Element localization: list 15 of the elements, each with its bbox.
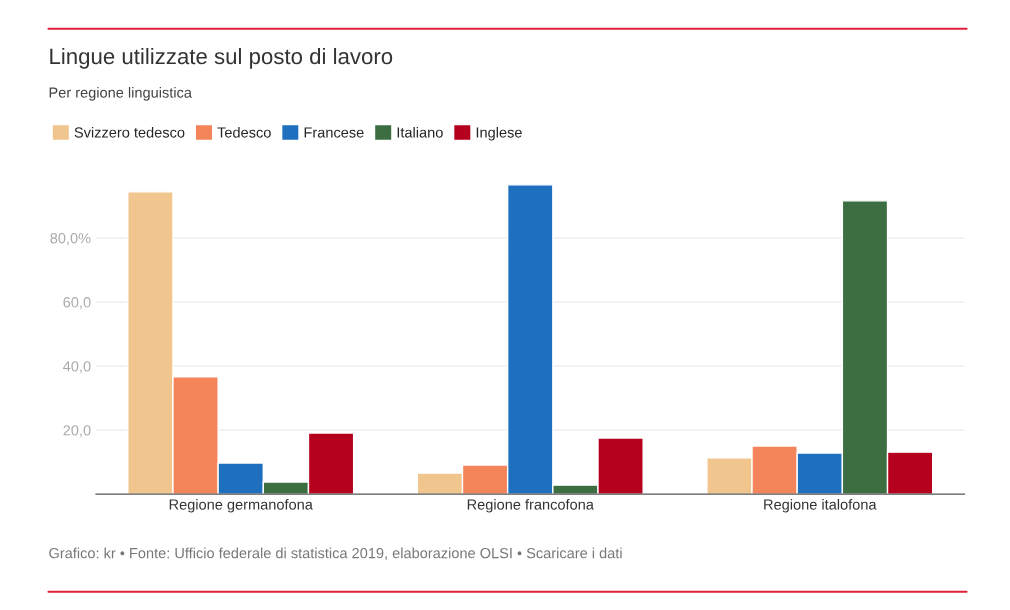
y-tick-label: 40,0 [63, 361, 91, 374]
legend-label: Svizzero tedesco [74, 126, 185, 138]
text: Grafico: kr • Fonte: Ufficio federale di statistica 2019, elaborazione OLSI • Scaricare i dati [49, 547, 622, 561]
x-tick-label: Regione italofona [764, 498, 877, 513]
legend-label: Francese [304, 127, 364, 138]
y-tick-label: 80,0% [50, 233, 91, 246]
x-tick-label: Regione francofona [467, 498, 594, 513]
chart-subtitle: Per regione linguistica [49, 87, 192, 101]
legend-label: Inglese [476, 126, 522, 141]
legend-label: Italiano [397, 126, 443, 138]
legend-label: Tedesco [217, 126, 271, 138]
chart-title: Lingue utilizzate sul posto di lavoro [50, 47, 393, 69]
y-tick-label: 60,0 [63, 297, 91, 310]
y-tick-label: 20,0 [63, 425, 91, 438]
x-tick-label: Regione germanofona [169, 498, 313, 513]
